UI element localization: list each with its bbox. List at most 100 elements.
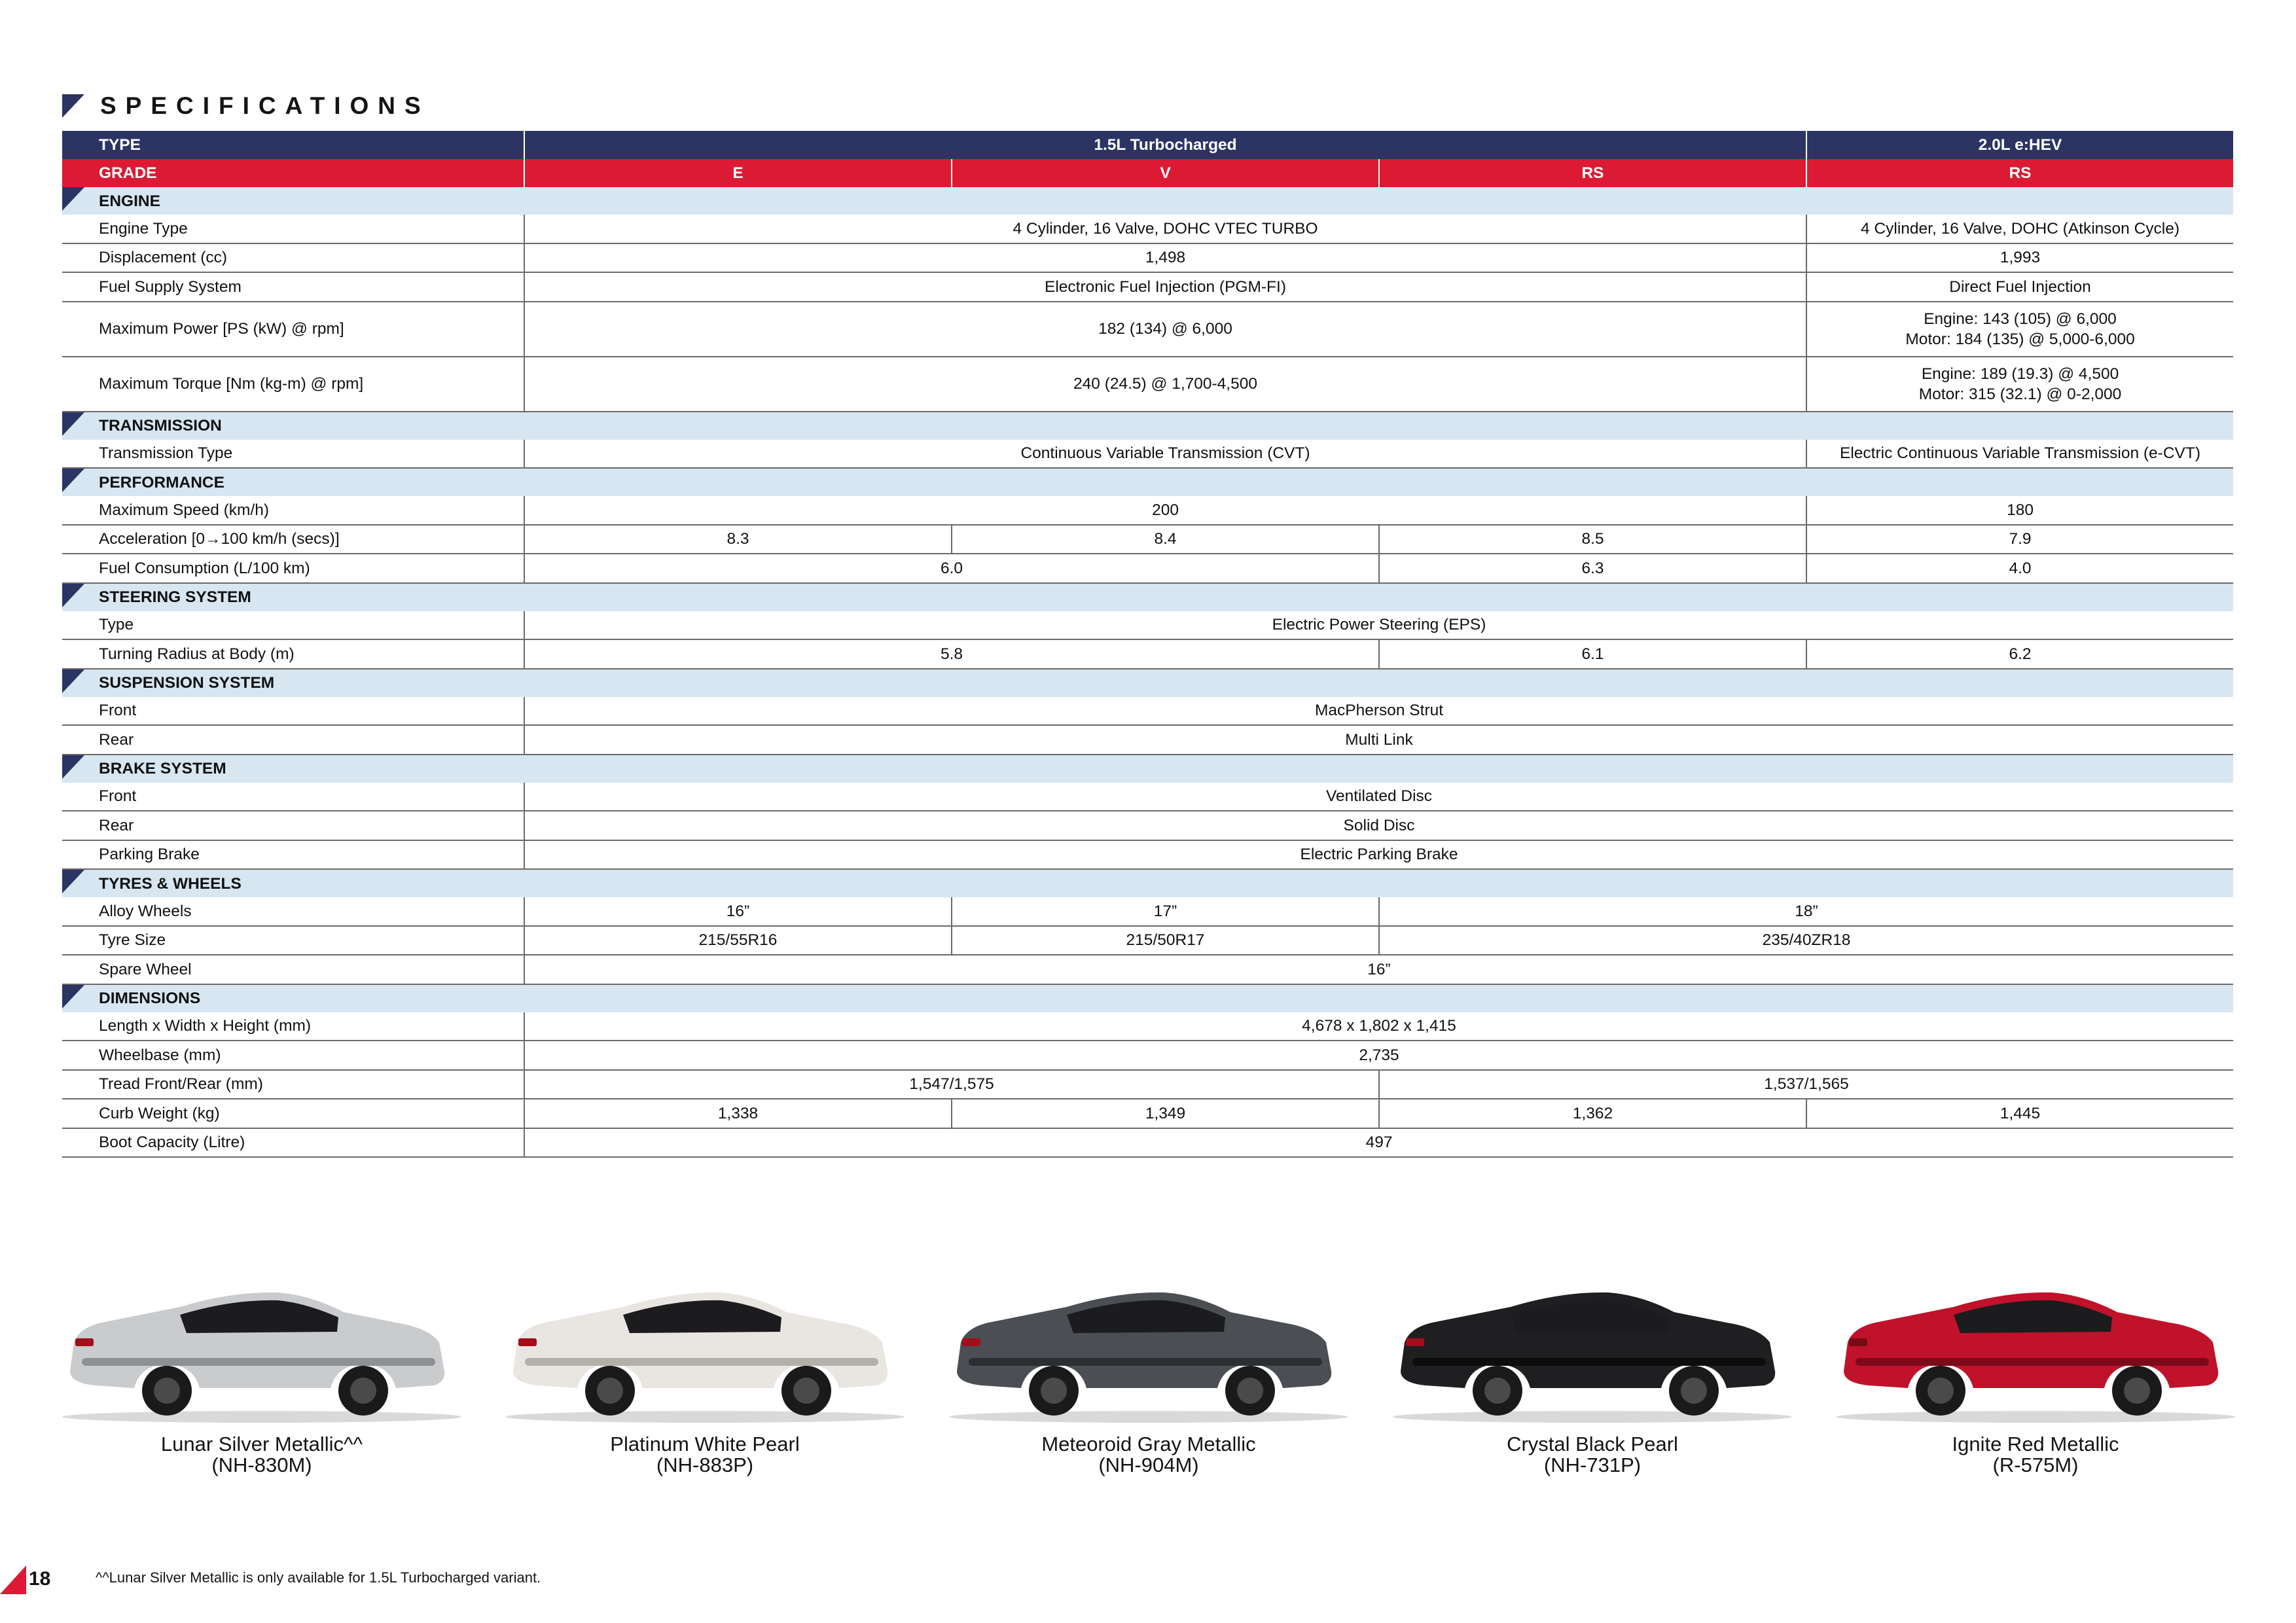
- row-label: Rear: [62, 811, 525, 841]
- table-row: Maximum Power [PS (kW) @ rpm] 182 (134) …: [62, 301, 2234, 357]
- table-row: Engine Type 4 Cylinder, 16 Valve, DOHC V…: [62, 215, 2234, 244]
- car-image: [1393, 1292, 1792, 1423]
- color-option-lunar-silver: Lunar Silver Metallic^^ (NH-830M): [56, 1260, 468, 1489]
- section-dimensions: DIMENSIONS: [62, 984, 2234, 1012]
- cell-line: Motor: 184 (135) @ 5,000-6,000: [1905, 330, 2135, 348]
- type-row: TYPE 1.5L Turbocharged 2.0L e:HEV: [62, 131, 2234, 159]
- row-label: Turning Radius at Body (m): [62, 639, 525, 669]
- section-brake: BRAKE SYSTEM: [62, 754, 2234, 783]
- car-rocker: [969, 1358, 1322, 1366]
- table-row: Wheelbase (mm) 2,735: [62, 1041, 2234, 1071]
- cell-value: 1,338: [524, 1099, 952, 1129]
- cell-value: 6.1: [1378, 639, 1807, 669]
- row-label: Tread Front/Rear (mm): [62, 1069, 525, 1099]
- cell-value: 8.3: [524, 524, 952, 554]
- row-label: Displacement (cc): [62, 243, 525, 273]
- cell-value: 182 (134) @ 6,000: [524, 301, 1807, 357]
- section-tyres: TYRES & WHEELS: [62, 869, 2234, 897]
- table-row: Fuel Supply System Electronic Fuel Injec…: [62, 272, 2234, 302]
- section-mark-icon: [62, 469, 84, 492]
- section-mark-icon: [62, 412, 84, 436]
- table-row: Front MacPherson Strut: [62, 696, 2234, 726]
- row-label: Front: [62, 696, 525, 726]
- corner-mark-icon: [62, 94, 84, 118]
- cell-value: 6.3: [1378, 554, 1807, 584]
- section-mark-icon: [62, 755, 84, 779]
- cell-value: 8.5: [1378, 524, 1807, 554]
- cell-value: 4.0: [1806, 554, 2234, 584]
- page-number: 18: [29, 1568, 51, 1590]
- cell-value: Continuous Variable Transmission (CVT): [524, 439, 1807, 469]
- car-window: [623, 1300, 781, 1333]
- grade-e: E: [524, 159, 952, 187]
- car-image: [505, 1292, 905, 1423]
- section-mark-icon: [62, 870, 84, 893]
- cell-value: 4 Cylinder, 16 Valve, DOHC (Atkinson Cyc…: [1806, 215, 2234, 244]
- cell-value: 180: [1806, 496, 2234, 526]
- section-suspension: SUSPENSION SYSTEM: [62, 668, 2234, 697]
- car-image: [949, 1292, 1348, 1423]
- color-code: (NH-883P): [656, 1454, 754, 1476]
- row-label: Rear: [62, 725, 525, 755]
- cell-value: 4,678 x 1,802 x 1,415: [524, 1012, 2234, 1041]
- car-window: [1067, 1300, 1225, 1333]
- section-mark-icon: [62, 583, 84, 607]
- row-label: Spare Wheel: [62, 955, 525, 985]
- cell-value: Ventilated Disc: [524, 782, 2234, 812]
- cell-value: 5.8: [524, 639, 1379, 669]
- section-title: TRANSMISSION: [99, 417, 222, 435]
- section-title: PERFORMANCE: [99, 473, 224, 491]
- cell-value: Electronic Fuel Injection (PGM-FI): [524, 272, 1807, 302]
- table-row: Acceleration [0→100 km/h (secs)] 8.3 8.4…: [62, 524, 2234, 554]
- row-label: Transmission Type: [62, 439, 525, 469]
- grade-rs: RS: [1378, 159, 1807, 187]
- cell-value: 1,362: [1378, 1099, 1807, 1129]
- table-row: Displacement (cc) 1,498 1,993: [62, 243, 2234, 273]
- table-row: Alloy Wheels 16” 17” 18”: [62, 897, 2234, 927]
- type-hev: 2.0L e:HEV: [1806, 131, 2234, 159]
- cell-value: 240 (24.5) @ 1,700-4,500: [524, 356, 1807, 412]
- type-turbo: 1.5L Turbocharged: [524, 131, 1807, 159]
- type-label: TYPE: [62, 131, 525, 159]
- cell-value: 1,547/1,575: [524, 1069, 1379, 1099]
- color-code: (NH-731P): [1543, 1454, 1641, 1476]
- cell-value: 16”: [524, 955, 2234, 985]
- section-title: TYRES & WHEELS: [99, 874, 242, 893]
- row-label: Type: [62, 611, 525, 640]
- row-label: Maximum Power [PS (kW) @ rpm]: [62, 301, 525, 357]
- cell-value: Engine: 189 (19.3) @ 4,500 Motor: 315 (32…: [1806, 356, 2234, 412]
- cell-value: 215/50R17: [951, 925, 1379, 955]
- cell-value: 1,537/1,565: [1378, 1069, 2234, 1099]
- row-label: Tyre Size: [62, 925, 525, 955]
- cell-value: 1,993: [1806, 243, 2234, 273]
- row-label: Alloy Wheels: [62, 897, 525, 927]
- table-row: Transmission Type Continuous Variable Tr…: [62, 439, 2234, 469]
- color-code: (NH-830M): [211, 1454, 312, 1476]
- table-row: Maximum Torque [Nm (kg-m) @ rpm] 240 (24…: [62, 356, 2234, 412]
- cell-value: Direct Fuel Injection: [1806, 272, 2234, 302]
- table-row: Front Ventilated Disc: [62, 782, 2234, 812]
- row-label: Length x Width x Height (mm): [62, 1012, 525, 1041]
- section-performance: PERFORMANCE: [62, 468, 2234, 496]
- table-row: Tyre Size 215/55R16 215/50R17 235/40ZR18: [62, 925, 2234, 955]
- color-name: Meteoroid Gray Metallic: [1041, 1433, 1256, 1455]
- table-row: Turning Radius at Body (m) 5.8 6.1 6.2: [62, 639, 2234, 669]
- cell-value: Electric Power Steering (EPS): [524, 611, 2234, 640]
- grade-hev-rs: RS: [1806, 159, 2234, 187]
- color-code: (R-575M): [1992, 1454, 2079, 1476]
- cell-value: Engine: 143 (105) @ 6,000 Motor: 184 (135…: [1806, 301, 2234, 357]
- row-label: Boot Capacity (Litre): [62, 1128, 525, 1158]
- car-window: [1954, 1300, 2112, 1333]
- grade-v: V: [951, 159, 1379, 187]
- cell-line: Engine: 189 (19.3) @ 4,500: [1921, 365, 2119, 383]
- section-steering: STEERING SYSTEM: [62, 582, 2234, 611]
- color-option-platinum-white: Platinum White Pearl (NH-883P): [499, 1260, 911, 1489]
- row-label: Maximum Speed (km/h): [62, 496, 525, 526]
- cell-value: 497: [524, 1128, 2234, 1158]
- cell-value: 1,498: [524, 243, 1807, 273]
- color-name: Crystal Black Pearl: [1507, 1433, 1678, 1455]
- color-options: Lunar Silver Metallic^^ (NH-830M) Platin…: [56, 1260, 2242, 1489]
- page-corner-mark-icon: [0, 1565, 26, 1594]
- cell-value: 200: [524, 496, 1807, 526]
- table-row: Curb Weight (kg) 1,338 1,349 1,362 1,445: [62, 1099, 2234, 1129]
